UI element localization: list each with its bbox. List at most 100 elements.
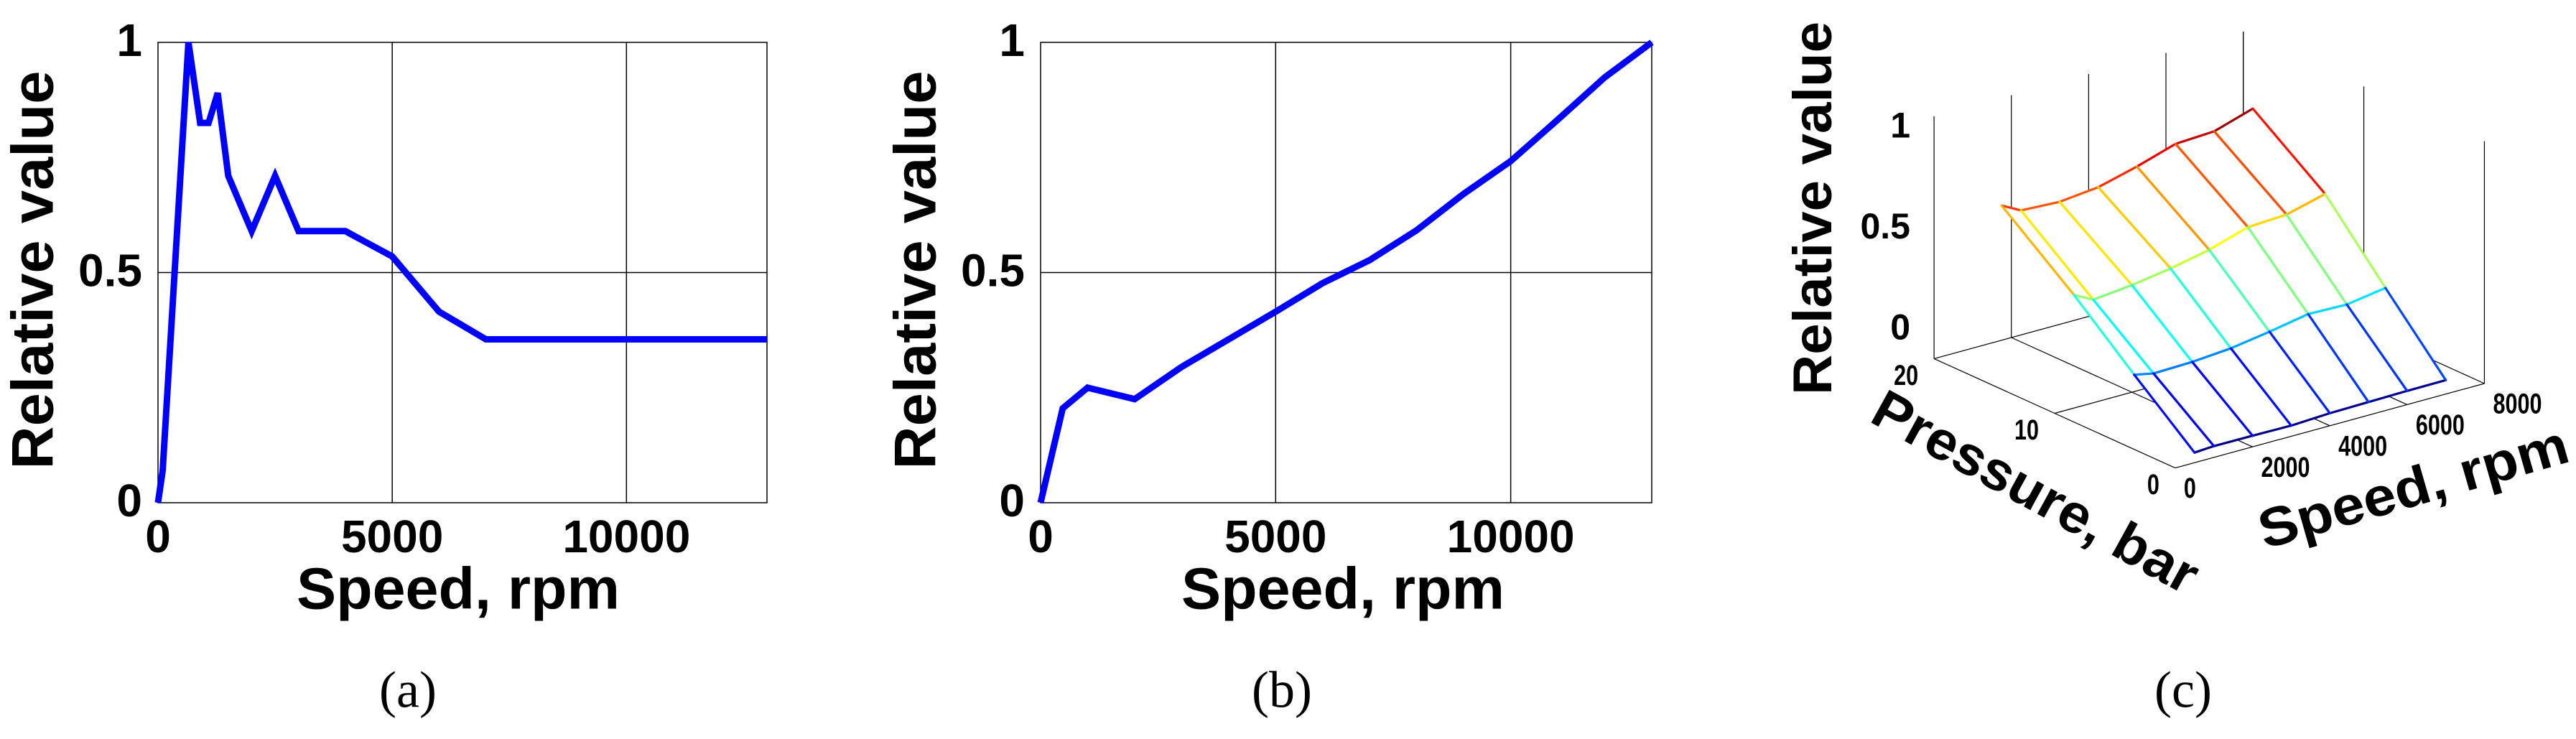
chart-c-mesh-edge [2328,401,2370,414]
chart-c-mesh-edge [2135,165,2210,251]
chart-a-ytick-label: 0.5 [78,244,142,296]
chart-c-mesh-edge [2193,445,2215,454]
chart-c-ytick-label: 10 [2014,414,2039,446]
chart-c-mesh-face [2214,108,2325,215]
chart-b: 0 5000 10000 0 0.5 1 Relative value Speed, rp… [883,14,1654,719]
chart-c-mesh-edge [2324,192,2387,289]
chart-c-mesh-face [2131,268,2231,362]
chart-c-ztick-label: 1 [1890,105,1910,145]
chart-c-xtick-label: 4000 [2338,430,2387,462]
chart-a-ylabel: Relative value [1,71,66,470]
chart-c-mesh-edge [2092,284,2134,301]
chart-c-mesh-edge [2367,389,2409,404]
chart-c: 0 2000 4000 6000 8000 0 10 20 0 0.5 1 Relative val… [1782,22,2575,719]
chart-c-mesh-edge [2384,287,2447,381]
chart-c-mesh-face [2248,214,2347,315]
chart-c-mesh-edge [2213,107,2254,133]
chart-c-mesh-edge [2174,142,2249,228]
chart-c-mesh-edge [2229,330,2271,350]
chart-c-mesh-edge [2208,248,2271,333]
chart-c-mesh-edge [2073,294,2136,376]
chart-b-ytick-label: 0.5 [961,244,1025,296]
chart-c-mesh-edge [2246,213,2288,228]
chart-b-xlabel: Speed, rpm [1181,557,1505,622]
chart-c-mesh-edge [2251,424,2292,437]
chart-c-mesh-edge [2131,267,2172,287]
chart-c-mesh-edge [2000,204,2022,212]
chart-c-ztick-label: 0.5 [1860,206,1910,246]
chart-b-ytick-label: 1 [999,14,1025,66]
chart-a-xtick-label: 0 [145,511,171,562]
chart-c-mesh-face [2059,187,2171,286]
chart-c-mesh-edge [2345,287,2387,306]
chart-c-mesh-face [2346,287,2446,391]
chart-a-panel-label: (a) [379,661,437,719]
chart-c-mesh-edge [2152,361,2194,375]
chart-c-mesh-edge [2169,248,2210,270]
chart-a-xtick-label: 5000 [341,511,443,562]
chart-c-mesh-edge [2307,303,2348,315]
chart-a-tick-labels: 0 5000 10000 0 0.5 1 [78,14,690,562]
chart-c-mesh-face [2021,202,2132,300]
chart-c-mesh-edge [2073,294,2095,301]
chart-b-ytick-label: 0 [999,475,1025,526]
chart-c-ytick-label: 20 [1894,360,1918,391]
chart-c-xlabel: Speed, rpm [2251,414,2575,561]
chart-c-mesh-edge [2097,186,2172,270]
chart-c-mesh-edge [2246,226,2310,315]
chart-b-tick-labels: 0 5000 10000 0 0.5 1 [961,14,1575,562]
chart-c-mesh-edge [2058,186,2100,203]
chart-b-xtick-label: 10000 [1447,511,1575,562]
chart-b-xtick-label: 5000 [1224,511,1326,562]
chart-c-ztick-label: 0 [1890,307,1910,348]
chart-c-mesh-edge [2174,130,2215,145]
chart-b-xtick-label: 0 [1028,511,1054,562]
chart-c-mesh-edge [2406,378,2447,392]
chart-c-mesh-edge [2345,303,2409,392]
chart-c-mesh-face [2192,348,2292,436]
chart-c-mesh-edge [2213,130,2288,216]
chart-c-mesh-edge [2307,312,2370,404]
chart-a-grid [154,42,768,503]
chart-c-mesh-edge [2268,312,2310,333]
chart-c-mesh-edge [2190,361,2254,437]
chart-c-mesh-face [2136,144,2249,250]
chart-c-mesh-edge [2169,267,2233,350]
chart-c-mesh-edge [2133,372,2155,376]
chart-c-mesh-edge [2092,298,2155,375]
chart-c-mesh-edge [2213,434,2254,447]
chart-a-ytick-label: 1 [116,14,142,66]
chart-c-mesh-face [2098,166,2210,269]
chart-c-mesh-edge [2097,165,2139,189]
chart-c-tick-labels: 0 2000 4000 6000 8000 0 10 20 0 0.5 1 [1860,105,2542,504]
chart-a-axes-frame [157,42,768,503]
chart-c-mesh-edge [2133,373,2196,454]
chart-c-mesh-edge [2268,330,2331,414]
chart-c-mesh-face [2308,305,2407,402]
chart-c-mesh-face [2175,131,2287,228]
chart-c-mesh-edge [2019,200,2061,212]
chart-c-mesh-edge [2208,226,2249,251]
chart-c-mesh-edge [2019,209,2095,301]
chart-c-mesh-edge [2152,372,2215,447]
chart-a-xlabel: Speed, rpm [297,557,620,622]
chart-c-mesh-face [2286,194,2386,305]
chart-c-mesh-edge [2285,213,2348,306]
chart-c-mesh-edge [2251,107,2327,195]
chart-c-mesh-edge [2190,347,2233,363]
chart-c-xtick-label: 6000 [2416,409,2465,441]
chart-c-mesh-edge [2285,192,2327,216]
chart-c-mesh-edge [2131,284,2194,363]
chart-c-mesh-face [2134,373,2214,453]
chart-a: 0 5000 10000 0 0.5 1 Relative value Speed, rp… [1,14,768,719]
chart-c-floor-grid-line [2175,383,2485,469]
chart-c-mesh-edge [2229,347,2292,427]
chart-c-mesh-face [2093,285,2193,374]
chart-c-panel-label: (c) [2154,661,2212,719]
chart-c-mesh-edge [2135,142,2177,168]
chart-c-mesh-edge [2000,204,2075,297]
chart-c-xtick-label: 8000 [2493,389,2542,420]
chart-b-panel-label: (b) [1252,661,1312,719]
chart-c-mesh-face [2153,361,2253,447]
chart-c-mesh-face [2269,314,2368,414]
